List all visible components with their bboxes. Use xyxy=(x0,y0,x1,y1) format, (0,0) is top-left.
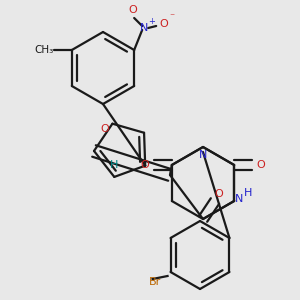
Text: N: N xyxy=(199,150,207,160)
Text: O: O xyxy=(100,124,109,134)
Text: +: + xyxy=(148,17,154,26)
Text: ⁻: ⁻ xyxy=(169,12,175,22)
Text: H: H xyxy=(244,188,252,198)
Text: CH₃: CH₃ xyxy=(34,45,53,55)
Text: O: O xyxy=(140,160,149,170)
Text: O: O xyxy=(257,160,266,170)
Text: N: N xyxy=(235,194,243,204)
Text: Br: Br xyxy=(148,277,161,287)
Text: O: O xyxy=(160,19,169,29)
Text: N: N xyxy=(140,23,148,33)
Text: O: O xyxy=(214,189,224,199)
Text: O: O xyxy=(129,5,138,15)
Text: H: H xyxy=(110,160,118,170)
